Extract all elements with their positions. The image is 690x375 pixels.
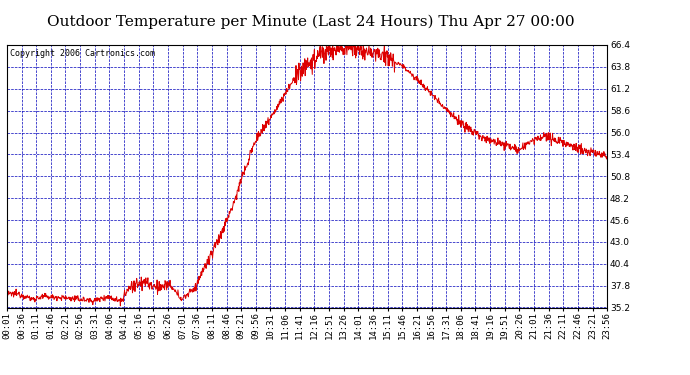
Text: Copyright 2006 Cartronics.com: Copyright 2006 Cartronics.com — [10, 49, 155, 58]
Text: Outdoor Temperature per Minute (Last 24 Hours) Thu Apr 27 00:00: Outdoor Temperature per Minute (Last 24 … — [47, 15, 574, 29]
